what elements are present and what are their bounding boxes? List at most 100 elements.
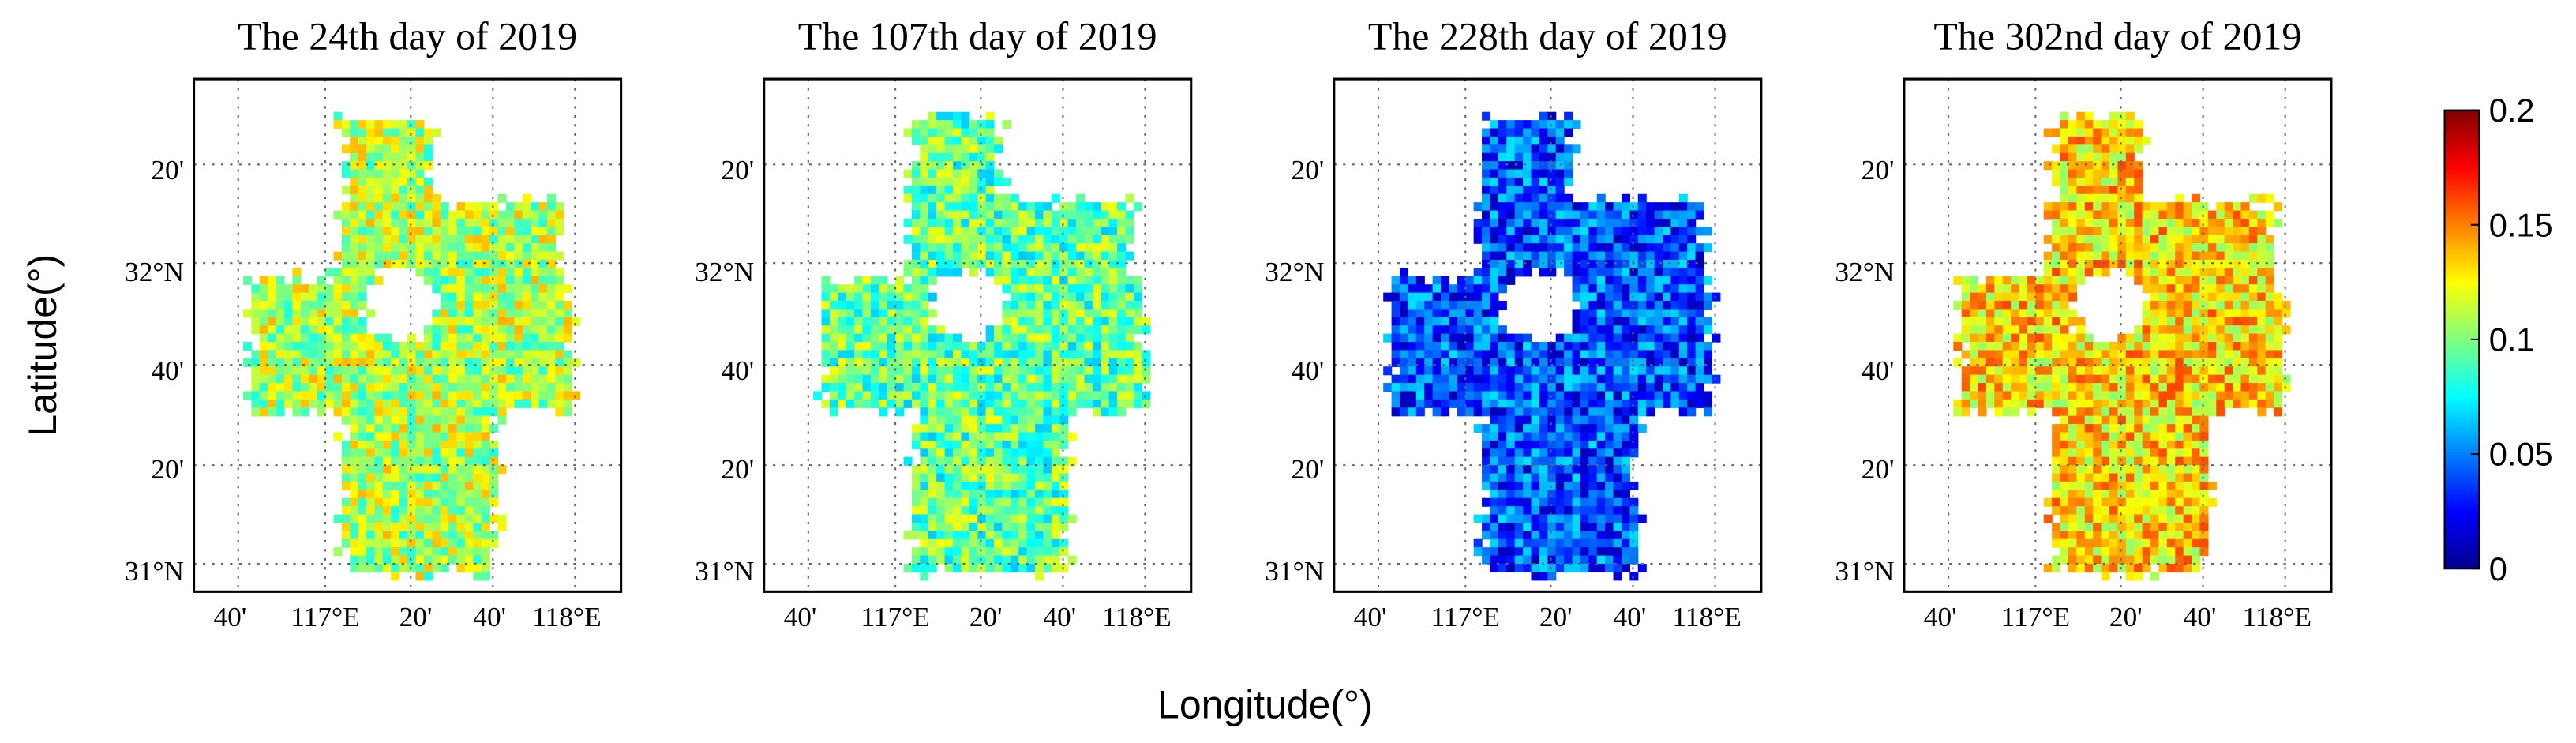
map-cell: [1547, 161, 1557, 171]
map-cell: [1662, 268, 1671, 277]
map-cell: [1473, 374, 1483, 384]
map-cell: [1473, 350, 1483, 359]
map-cell: [1670, 259, 1680, 269]
map-cell: [2052, 383, 2061, 392]
map-cell: [1449, 301, 1458, 310]
map-cell: [2183, 276, 2192, 285]
map-cell: [432, 268, 441, 277]
map-cell: [415, 415, 425, 425]
map-cell: [2117, 186, 2127, 195]
map-cell: [870, 292, 879, 302]
map-cell: [546, 276, 557, 285]
map-cell: [1457, 325, 1466, 335]
map-cell: [1002, 383, 1011, 392]
map-cell: [1490, 563, 1499, 573]
map-cell: [2027, 374, 2036, 384]
map-cell: [1026, 456, 1036, 466]
map-cell: [1432, 301, 1442, 310]
map-cell: [341, 235, 351, 244]
map-cell: [2125, 415, 2135, 425]
map-cell: [555, 202, 564, 212]
map-cell: [2052, 366, 2061, 376]
map-cell: [2052, 317, 2061, 326]
map-cell: [1580, 514, 1589, 523]
map-cell: [2084, 120, 2094, 129]
map-cell: [1133, 202, 1142, 212]
map-cell: [464, 506, 474, 516]
map-cell: [1092, 374, 1101, 384]
map-cell: [879, 391, 888, 400]
map-cell: [1506, 522, 1516, 531]
map-cell: [1555, 202, 1565, 212]
map-cell: [1473, 309, 1483, 318]
map-cell: [464, 268, 474, 277]
map-cell: [2240, 276, 2250, 285]
map-cell: [1629, 555, 1639, 565]
map-cell: [1408, 358, 1417, 367]
map-cell: [1514, 563, 1524, 573]
map-cell: [1482, 177, 1491, 186]
map-cell: [1572, 235, 1581, 244]
map-cell: [440, 284, 449, 294]
map-cell: [284, 366, 294, 376]
map-cell: [1051, 555, 1060, 565]
map-cell: [1662, 276, 1671, 285]
map-cell: [1514, 366, 1524, 376]
map-cell: [440, 374, 449, 384]
map-cell: [1613, 259, 1622, 269]
map-cell: [1400, 399, 1409, 408]
map-cell: [1067, 309, 1077, 318]
map-cell: [854, 374, 864, 384]
map-cell: [2093, 202, 2102, 212]
map-cell: [2207, 383, 2217, 392]
map-cell: [961, 128, 970, 137]
lat-tick-label: 40': [1292, 355, 1325, 386]
map-cell: [1490, 440, 1499, 449]
map-cell: [2192, 227, 2201, 236]
lat-tick-label: 40': [721, 355, 754, 386]
map-cell: [1084, 374, 1093, 384]
map-cell: [1035, 243, 1044, 253]
map-cell: [1415, 407, 1425, 417]
map-cell: [920, 268, 929, 277]
map-cell: [1678, 202, 1688, 212]
map-cell: [961, 465, 970, 475]
map-cell: [358, 276, 367, 285]
map-cell: [911, 243, 921, 253]
map-cell: [1547, 490, 1557, 499]
map-cell: [358, 358, 367, 367]
map-cell: [2142, 407, 2151, 417]
map-cell: [391, 563, 400, 573]
map-cell: [489, 268, 499, 277]
map-cell: [1588, 243, 1598, 253]
map-cell: [1555, 522, 1565, 531]
map-cell: [1465, 317, 1475, 326]
map-cell: [341, 391, 351, 400]
map-cell: [415, 152, 425, 162]
map-cell: [358, 333, 367, 343]
map-cell: [350, 333, 359, 343]
map-cell: [366, 481, 376, 490]
map-cell: [1580, 317, 1589, 326]
map-cell: [415, 456, 425, 466]
map-cell: [2060, 186, 2069, 195]
map-cell: [1498, 465, 1507, 475]
map-cell: [481, 358, 490, 367]
map-cell: [432, 235, 441, 244]
map-cell: [1010, 218, 1019, 227]
map-cell: [382, 383, 392, 392]
map-cell: [1067, 284, 1077, 294]
map-cell: [1621, 497, 1630, 507]
map-cell: [1051, 415, 1060, 425]
map-cell: [2109, 186, 2119, 195]
map-cell: [1588, 210, 1598, 220]
map-cell: [1482, 440, 1491, 449]
map-cell: [928, 440, 937, 449]
map-cell: [1564, 243, 1573, 253]
map-cell: [374, 440, 384, 449]
map-cell: [2068, 128, 2078, 137]
map-cell: [1580, 415, 1589, 425]
map-cell: [829, 391, 838, 400]
map-cell: [259, 317, 268, 326]
map-cell: [1555, 506, 1565, 516]
